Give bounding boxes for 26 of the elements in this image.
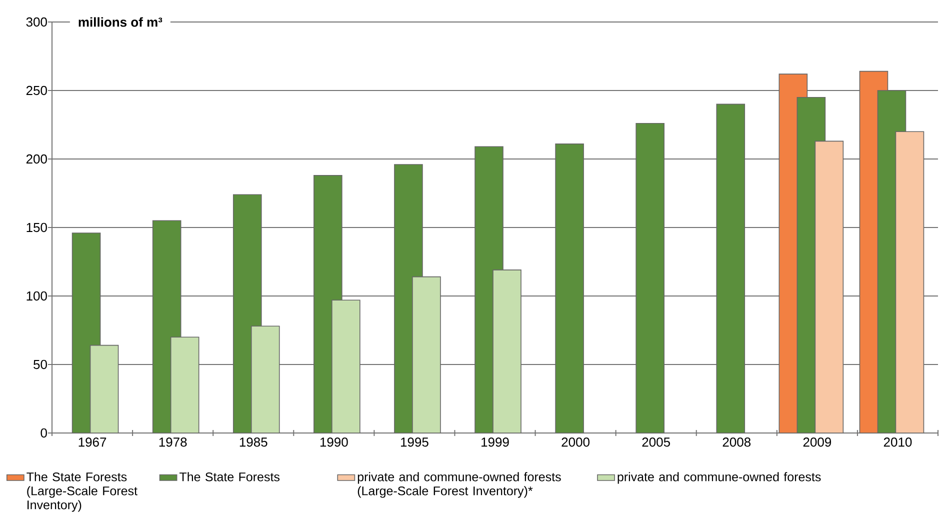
- x-tick-label: 1985: [240, 438, 268, 447]
- legend-label: private and commune-owned forests: [618, 472, 821, 484]
- x-tick-label: 2005: [642, 438, 670, 447]
- legend-label: The State Forests: [180, 472, 280, 482]
- y-tick-label: 0: [40, 428, 47, 438]
- x-tick-label: 1967: [78, 438, 106, 447]
- x-tick-label: 1999: [482, 438, 509, 447]
- y-tick-label: 50: [34, 360, 47, 370]
- bar: [636, 122, 664, 434]
- y-axis-title: millions of m³: [78, 17, 162, 27]
- x-tick-label: 1990: [320, 438, 348, 447]
- y-tick-label: 100: [26, 291, 47, 301]
- x-tick-label: 2010: [884, 438, 912, 447]
- x-tick-label: 2008: [722, 438, 751, 447]
- x-tick-label: 1995: [400, 438, 428, 447]
- y-tick-label: 200: [26, 154, 47, 164]
- legend-label: private and commune-owned forests (Large-Scale Forest Inventory)*: [358, 472, 561, 498]
- y-tick-label: 150: [26, 222, 47, 232]
- y-tick-label: 250: [26, 86, 47, 96]
- x-tick-label: 2009: [803, 438, 832, 447]
- legend-label: The State Forests (Large-Scale Forest Inventory): [26, 472, 138, 512]
- bar: [555, 144, 584, 434]
- y-tick-label: 300: [26, 17, 47, 27]
- x-tick-label: 2000: [562, 438, 590, 447]
- bar: [716, 104, 746, 434]
- x-tick-label: 1978: [159, 438, 187, 447]
